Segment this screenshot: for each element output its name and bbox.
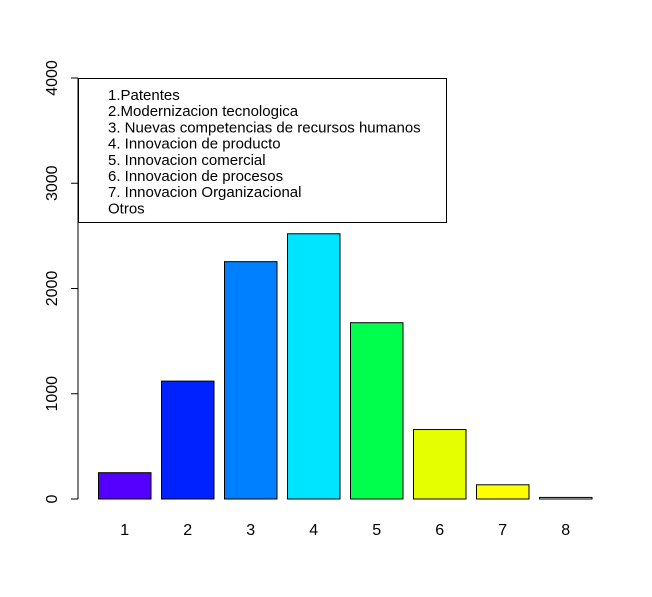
legend-entry: Otros <box>108 200 145 217</box>
bar-2 <box>161 380 215 500</box>
x-tick-label: 2 <box>183 522 192 539</box>
x-tick-label: 8 <box>561 522 570 539</box>
x-tick-label: 1 <box>120 522 129 539</box>
y-tick-label: 4000 <box>44 60 61 96</box>
legend-entry: 4. Innovacion de producto <box>108 136 281 153</box>
legend-entry: 7. Innovacion Organizacional <box>108 184 301 201</box>
legend-box <box>78 78 447 223</box>
bar-4 <box>287 233 341 500</box>
y-tick-label: 1000 <box>44 376 61 412</box>
x-tick-label: 6 <box>435 522 444 539</box>
x-tick-label: 5 <box>372 522 381 539</box>
y-tick-label: 3000 <box>44 165 61 201</box>
legend-entry: 6. Innovacion de procesos <box>108 168 283 185</box>
legend-entry: 1.Patentes <box>108 87 180 104</box>
x-tick-label: 3 <box>246 522 255 539</box>
bar-8 <box>539 496 593 500</box>
y-tick-label: 0 <box>44 494 61 503</box>
bar-3 <box>224 261 278 500</box>
x-tick-label: 4 <box>309 522 318 539</box>
x-axis-labels: 1 2 3 4 5 6 7 8 <box>120 522 570 539</box>
legend-entry: 5. Innovacion comercial <box>108 152 266 169</box>
bars <box>98 233 593 500</box>
bar-1 <box>98 472 152 500</box>
x-tick-label: 7 <box>498 522 507 539</box>
y-axis: 0 1000 2000 3000 4000 <box>44 60 79 503</box>
bar-6 <box>413 429 467 500</box>
bar-5 <box>350 322 404 500</box>
legend-entry: 2.Modernizacion tecnologica <box>108 103 299 120</box>
y-tick-label: 2000 <box>44 271 61 307</box>
bar-7 <box>476 484 530 500</box>
legend-entry: 3. Nuevas competencias de recursos human… <box>108 119 421 136</box>
